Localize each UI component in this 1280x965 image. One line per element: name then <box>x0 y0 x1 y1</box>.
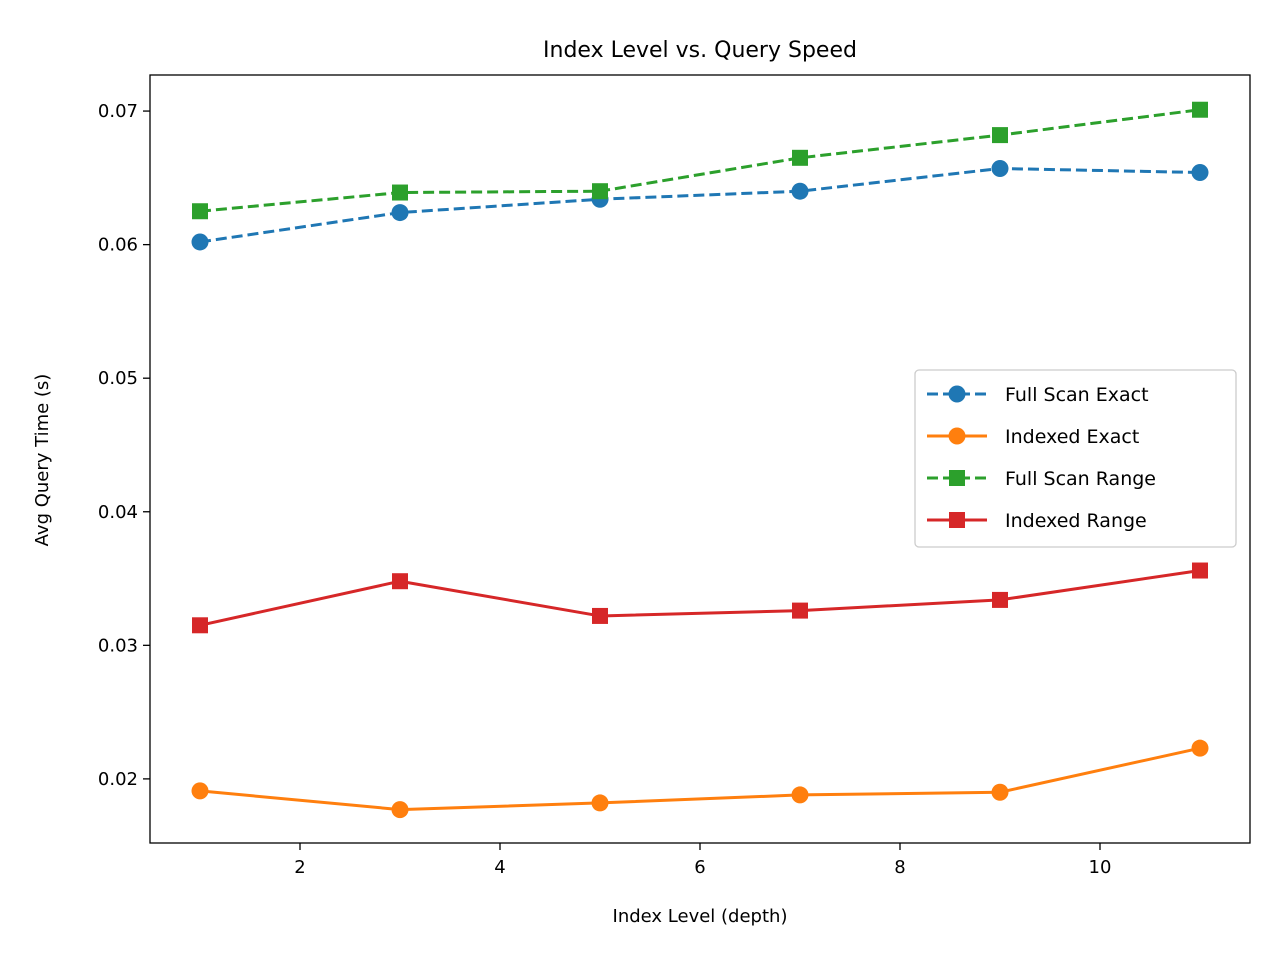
legend: Full Scan Exact Indexed Exact Full Scan Ra… <box>914 369 1237 548</box>
series-indexed-exact <box>191 739 1209 819</box>
data-point-indexed-range <box>792 602 808 619</box>
x-axis-label: Index Level (depth) <box>613 906 788 927</box>
y-tick-label: 0.02 <box>98 769 138 790</box>
legend-box <box>914 369 1237 548</box>
plot-area-frame <box>149 74 1251 844</box>
legend-label: Indexed Range <box>1005 510 1147 532</box>
legend-marker <box>949 512 965 528</box>
y-tick-label: 0.03 <box>98 635 138 656</box>
series-indexed-range <box>192 562 1208 634</box>
data-point-indexed-range <box>192 617 208 634</box>
data-point-full-scan-exact <box>791 182 809 200</box>
legend-label: Indexed Exact <box>1005 426 1139 448</box>
legend-marker <box>948 385 966 403</box>
series-line-full-scan-exact <box>199 166 1201 244</box>
data-point-full-scan-range <box>792 149 808 166</box>
series-line-indexed-range <box>199 569 1201 627</box>
data-point-full-scan-exact <box>391 204 409 222</box>
series-layer <box>191 101 1209 819</box>
series-line-indexed-exact <box>199 746 1201 812</box>
y-tick-label: 0.04 <box>98 502 138 523</box>
x-tick-label: 10 <box>1089 857 1112 878</box>
series-line-full-scan-range <box>199 108 1201 213</box>
data-point-indexed-exact <box>1191 739 1209 757</box>
data-point-full-scan-range <box>992 127 1008 144</box>
data-point-full-scan-range <box>1192 101 1208 118</box>
data-point-indexed-exact <box>991 783 1009 801</box>
legend-entry-indexed-range: Indexed Range <box>927 510 1147 532</box>
data-point-indexed-range <box>992 591 1008 608</box>
y-tick-label: 0.05 <box>98 368 138 389</box>
y-axis-label: Avg Query Time (s) <box>32 374 53 547</box>
legend-marker <box>948 427 966 445</box>
x-tick-label: 2 <box>294 857 305 878</box>
y-tick-label: 0.07 <box>98 101 138 122</box>
data-point-full-scan-range <box>392 184 408 201</box>
data-point-indexed-range <box>1192 562 1208 579</box>
data-point-full-scan-range <box>592 183 608 200</box>
axis-ticks: 2 4 6 8 10 0.02 0.03 0.04 0.05 0.06 0.07 <box>98 101 1112 878</box>
legend-label: Full Scan Range <box>1005 468 1156 490</box>
legend-marker <box>949 470 965 486</box>
series-full-scan-range <box>192 101 1208 220</box>
legend-label: Full Scan Exact <box>1005 384 1149 406</box>
data-point-full-scan-range <box>192 203 208 220</box>
legend-entry-full-scan-exact: Full Scan Exact <box>927 384 1149 406</box>
data-point-indexed-range <box>392 573 408 590</box>
data-point-indexed-exact <box>791 786 809 804</box>
data-point-indexed-exact <box>591 794 609 812</box>
legend-entry-full-scan-range: Full Scan Range <box>927 468 1156 490</box>
legend-entry-indexed-exact: Indexed Exact <box>927 426 1139 448</box>
y-tick-label: 0.06 <box>98 235 138 256</box>
chart-title: Index Level vs. Query Speed <box>543 38 857 63</box>
x-tick-label: 4 <box>494 857 505 878</box>
data-point-full-scan-exact <box>1191 164 1209 182</box>
data-point-indexed-exact <box>391 801 409 819</box>
x-tick-label: 8 <box>894 857 905 878</box>
x-tick-label: 6 <box>694 857 705 878</box>
data-point-full-scan-exact <box>191 233 209 251</box>
data-point-full-scan-exact <box>991 159 1009 177</box>
data-point-indexed-exact <box>191 782 209 800</box>
data-point-indexed-range <box>592 607 608 624</box>
